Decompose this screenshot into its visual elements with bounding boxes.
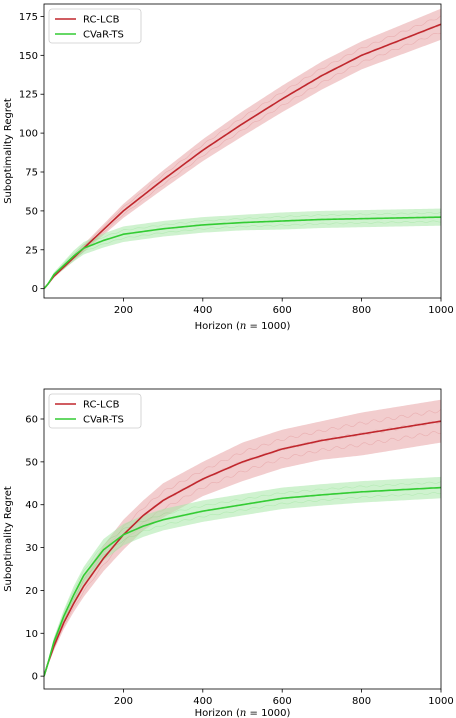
legend-label-cvar-ts: CVaR-TS	[83, 415, 124, 426]
y-tick-label: 75	[25, 168, 38, 179]
y-tick-label: 60	[25, 415, 38, 426]
x-tick-label: 200	[114, 305, 133, 316]
y-tick-label: 30	[25, 543, 38, 554]
axes-frame	[43, 3, 442, 299]
x-tick-label: 800	[352, 696, 371, 707]
x-axis-label: Horizon (n = 1000)	[195, 321, 291, 332]
series-band-cvar-ts	[44, 208, 441, 289]
series-band-trace	[44, 15, 441, 289]
chart-panel-2: 200 400 600 800 1000 0 10 20 30 40 50 60 Horizon (n …	[3, 388, 454, 718]
x-tick-label: 600	[273, 696, 292, 707]
y-tick-label: 100	[19, 129, 38, 140]
series-band-trace	[44, 431, 441, 677]
legend: RC-LCB CVaR-TS	[48, 8, 142, 44]
y-tick-label: 150	[19, 51, 38, 62]
y-tick-label: 125	[19, 90, 38, 101]
y-tick-label: 0	[32, 284, 38, 295]
y-tick-label: 20	[25, 586, 38, 597]
series-band-trace	[44, 24, 441, 289]
chart-panel-1: 200 400 600 800 1000 0 25 50 75 100 125 150 175 Horiz…	[3, 3, 454, 332]
y-axis-label: Suboptimality Regret	[3, 98, 14, 204]
y-tick-label: 0	[32, 672, 38, 683]
legend-label-rc-lcb: RC-LCB	[83, 400, 120, 411]
x-axis-label: Horizon (n = 1000)	[195, 708, 291, 718]
series-band-trace	[44, 481, 441, 677]
legend-label-cvar-ts: CVaR-TS	[83, 30, 124, 41]
series-band-rc-lcb	[44, 8, 441, 289]
plot-area	[44, 399, 441, 677]
x-tick-label: 600	[273, 305, 292, 316]
x-tick-label: 1000	[428, 305, 453, 316]
x-tick-label: 800	[352, 305, 371, 316]
y-tick-label: 40	[25, 500, 38, 511]
y-tick-label: 10	[25, 629, 38, 640]
series-band-rc-lcb	[44, 399, 441, 677]
series-band-trace	[44, 486, 441, 677]
series-band-trace	[44, 492, 441, 677]
axes-frame	[43, 388, 442, 690]
series-line-rc-lcb	[44, 420, 441, 677]
legend: RC-LCB CVaR-TS	[48, 393, 142, 429]
series-band-trace	[44, 220, 441, 289]
x-tick-label: 400	[193, 696, 212, 707]
series-band-trace	[44, 32, 441, 289]
x-tick-label: 1000	[428, 696, 453, 707]
series-band-cvar-ts	[44, 476, 441, 677]
y-tick-label: 50	[25, 206, 38, 217]
plot-area	[44, 8, 441, 290]
y-tick-label: 175	[19, 12, 38, 23]
series-line-cvar-ts	[44, 216, 441, 290]
series-line-rc-lcb	[44, 23, 441, 290]
x-tick-label: 200	[114, 696, 133, 707]
legend-label-rc-lcb: RC-LCB	[83, 15, 120, 26]
series-band-trace	[44, 212, 441, 289]
x-tick-label: 400	[193, 305, 212, 316]
y-tick-label: 50	[25, 457, 38, 468]
series-line-cvar-ts	[44, 486, 441, 677]
y-axis-label: Suboptimality Regret	[3, 486, 14, 592]
y-tick-label: 25	[25, 245, 38, 256]
